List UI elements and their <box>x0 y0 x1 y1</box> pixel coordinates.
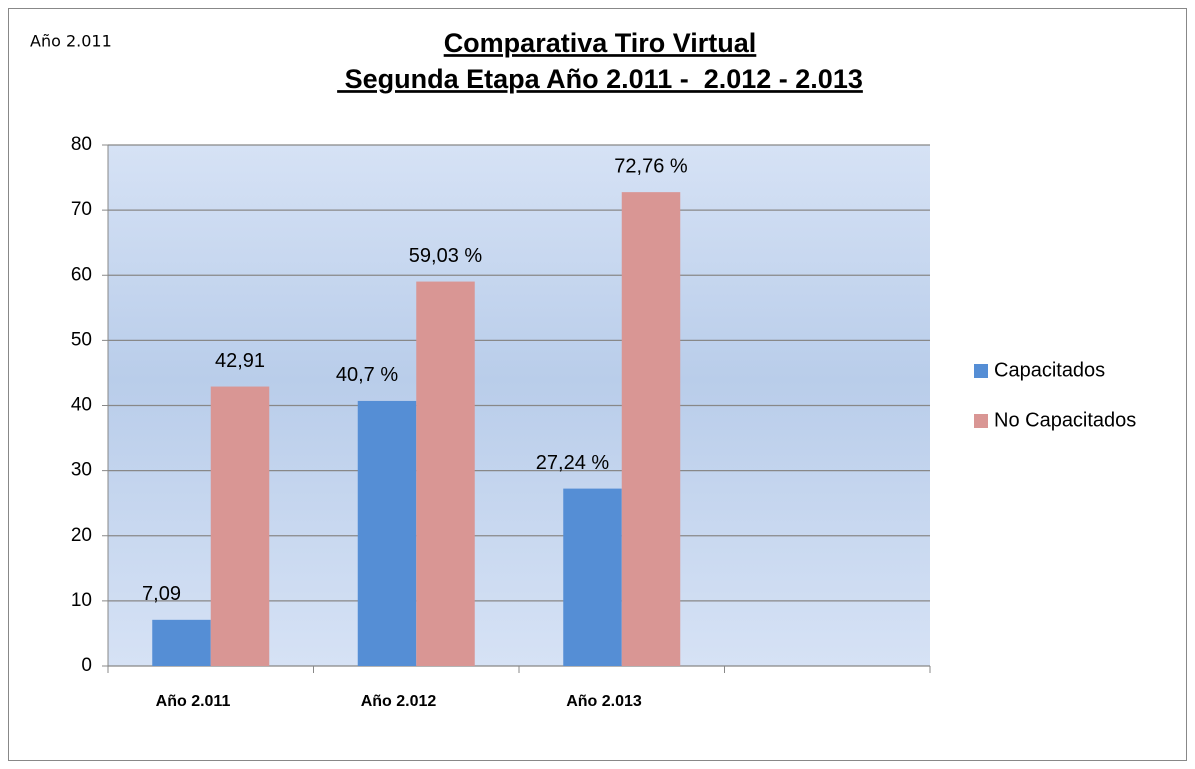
y-tick-label: 40 <box>71 395 92 416</box>
legend-swatch <box>974 414 988 428</box>
value-label: 7,09 <box>142 583 181 605</box>
y-tick-label: 70 <box>71 199 92 220</box>
value-label: 72,76 % <box>614 155 688 177</box>
y-tick-label: 60 <box>71 264 92 285</box>
bar <box>210 386 270 666</box>
bar <box>416 281 475 666</box>
value-label: 40,7 % <box>336 364 398 386</box>
bar <box>357 400 417 666</box>
value-label: 42,91 <box>215 350 265 372</box>
y-tick-label: 30 <box>71 460 92 481</box>
y-tick-label: 80 <box>71 134 92 155</box>
value-label: 59,03 % <box>409 245 483 267</box>
legend-label: No Capacitados <box>994 409 1136 431</box>
legend-swatch <box>974 364 988 378</box>
y-tick-label: 10 <box>71 590 92 611</box>
x-tick-label: Año 2.012 <box>361 693 437 710</box>
value-label: 27,24 % <box>536 452 610 474</box>
legend-label: Capacitados <box>994 359 1105 381</box>
bar <box>621 192 681 666</box>
y-tick-label: 50 <box>71 329 92 350</box>
y-tick-label: 0 <box>81 655 92 676</box>
x-tick-label: Año 2.013 <box>566 693 642 710</box>
chart-title: Comparativa Tiro Virtual <box>444 28 757 58</box>
y-tick-label: 20 <box>71 525 92 546</box>
bar <box>152 619 211 666</box>
bar <box>563 488 622 666</box>
x-tick-label: Año 2.011 <box>156 693 231 710</box>
annotation: Año 2.011 <box>30 32 112 51</box>
chart-subtitle: Segunda Etapa Año 2.011 - 2.012 - 2.013 <box>337 64 863 94</box>
